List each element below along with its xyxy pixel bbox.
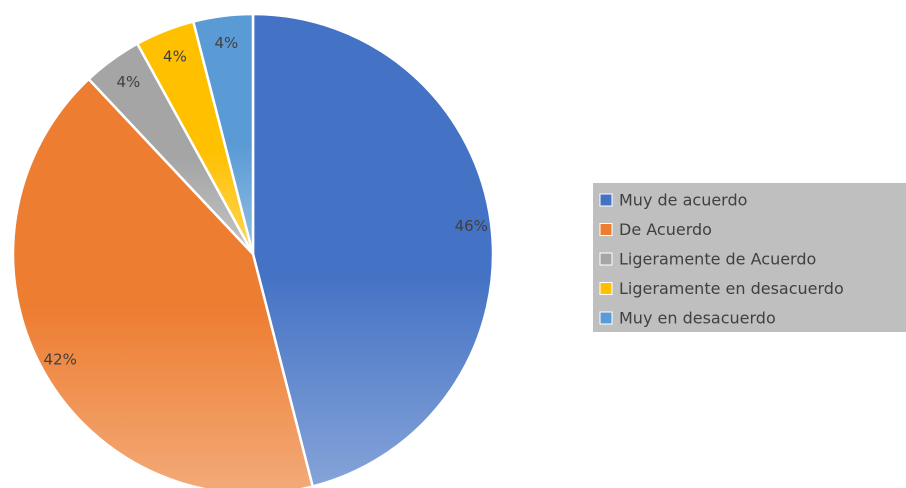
legend-swatch <box>599 252 613 266</box>
legend-label: Ligeramente de Acuerdo <box>619 250 816 269</box>
legend-box <box>593 183 906 332</box>
legend-swatch <box>599 193 613 207</box>
legend-swatch <box>599 311 613 325</box>
data-label: 4% <box>116 73 140 91</box>
pie-slice <box>11 77 315 488</box>
legend-label: Muy en desacuerdo <box>619 309 776 328</box>
legend-label: De Acuerdo <box>619 220 712 239</box>
pie-slice <box>191 12 255 255</box>
data-label: 4% <box>215 34 239 52</box>
legend-swatch <box>599 223 613 236</box>
legend-label: Ligeramente en desacuerdo <box>619 279 844 298</box>
legend-label: Muy de acuerdo <box>619 191 747 210</box>
pie-slice <box>251 12 495 488</box>
data-label: 46% <box>455 217 488 235</box>
legend-swatch <box>599 282 613 295</box>
data-label: 42% <box>44 350 77 368</box>
data-label: 4% <box>163 47 187 65</box>
